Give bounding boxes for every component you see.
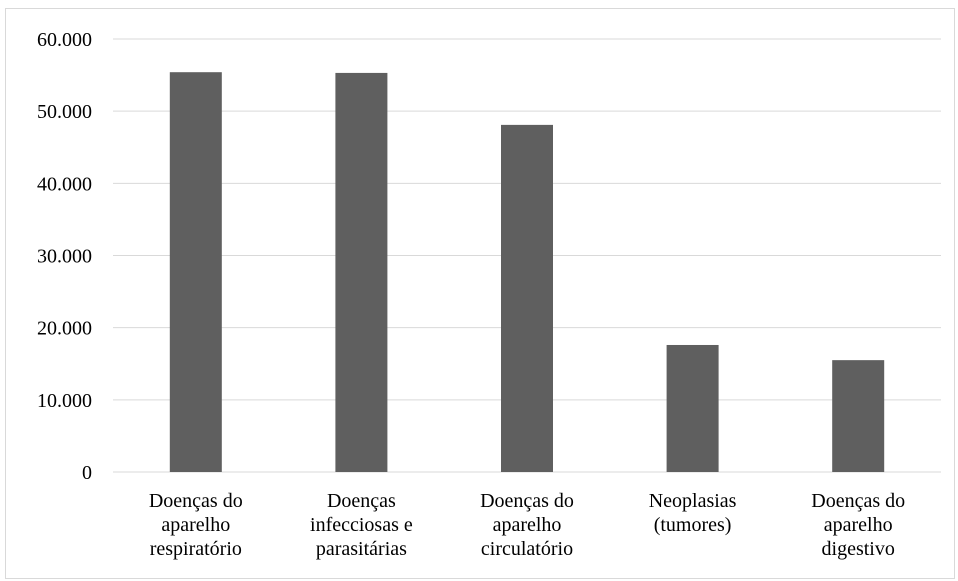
x-category-label: Neoplasias (tumores) xyxy=(649,490,737,536)
x-category-label: Doenças do aparelho digestivo xyxy=(811,490,905,560)
bar xyxy=(169,72,222,473)
y-tick-label: 10.000 xyxy=(37,390,92,412)
bar xyxy=(832,360,885,472)
y-tick-label: 20.000 xyxy=(37,318,92,340)
y-tick-label: 50.000 xyxy=(37,101,92,123)
y-tick-label: 30.000 xyxy=(37,246,92,268)
y-tick-label: 0 xyxy=(82,462,92,484)
x-category-label: Doenças do aparelho circulatório xyxy=(480,490,574,560)
bars xyxy=(169,72,885,473)
x-axis-category-labels: Doenças do aparelho respiratório Doenças inf… xyxy=(149,490,905,560)
y-tick-label: 60.000 xyxy=(37,29,92,51)
bar xyxy=(335,72,388,472)
x-category-label: Doenças do aparelho respiratório xyxy=(149,490,243,560)
y-tick-label: 40.000 xyxy=(37,173,92,195)
y-axis-tick-labels: 0 10.000 20.000 30.000 40.000 50.000 60.000 xyxy=(37,29,92,484)
x-category-label: Doenças infecciosas e parasitárias xyxy=(310,490,413,560)
chart-frame xyxy=(5,8,955,579)
bar xyxy=(666,344,719,472)
bar xyxy=(501,124,553,473)
